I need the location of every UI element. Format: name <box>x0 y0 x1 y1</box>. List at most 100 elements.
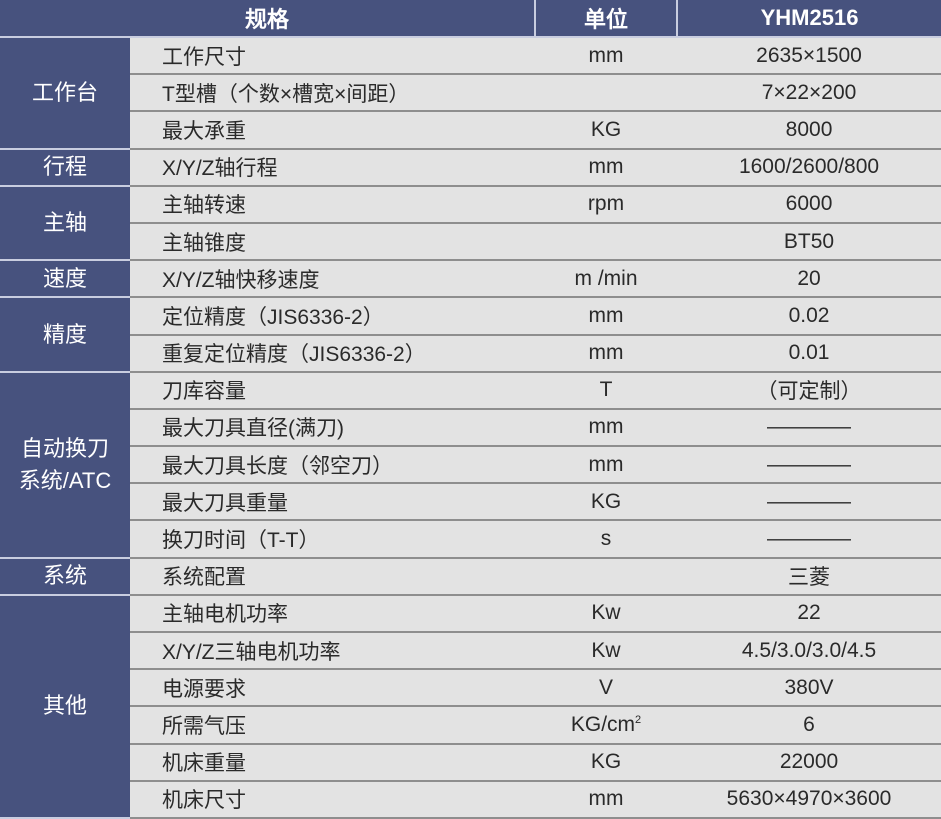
val-cell: 20 <box>677 260 941 299</box>
unit-cell: Kw <box>535 632 678 671</box>
unit-cell: mm <box>535 780 678 819</box>
spec-cell: 机床重量 <box>130 743 536 782</box>
table-row: 最大刀具重量 KG ———— <box>0 483 941 522</box>
val-cell: 7×22×200 <box>677 74 941 113</box>
val-cell: 6 <box>677 706 941 745</box>
category-cell: 主轴 <box>0 185 130 262</box>
val-text: 4.5/3.0/3.0/4.5 <box>741 638 877 662</box>
table-row: 最大承重 KG 8000 <box>0 111 941 150</box>
unit-cell: mm <box>535 446 678 485</box>
spec-cell: 最大刀具长度（邻空刀） <box>130 446 536 485</box>
unit-cell: Kw <box>535 594 678 634</box>
val-cell: ———— <box>677 520 941 559</box>
unit-text: s <box>600 527 612 551</box>
spec-cell: 机床尺寸 <box>130 780 536 819</box>
table-row: 系统 系统配置 三菱 <box>0 557 941 596</box>
spec-cell: X/Y/Z轴快移速度 <box>130 260 536 299</box>
val-text: ———— <box>767 527 852 551</box>
val-text: 22 <box>797 601 821 625</box>
spec-text: X/Y/Z三轴电机功率 <box>162 640 341 664</box>
category-cell: 速度 <box>0 260 130 299</box>
spec-text: 机床尺寸 <box>162 789 246 813</box>
spec-text: X/Y/Z轴快移速度 <box>162 268 320 292</box>
val-text: 8000 <box>785 117 833 141</box>
val-cell: 1600/2600/800 <box>677 148 941 187</box>
val-text: 1600/2600/800 <box>738 155 880 179</box>
unit-text: KG <box>590 117 622 141</box>
spec-text: 定位精度（JIS6336-2） <box>162 305 384 329</box>
unit-text: KG/cm <box>570 712 636 736</box>
spec-cell: 系统配置 <box>130 557 536 596</box>
val-cell: 4.5/3.0/3.0/4.5 <box>677 632 941 671</box>
spec-text: 刀库容量 <box>162 380 246 404</box>
spec-cell: 重复定位精度（JIS6336-2） <box>130 334 536 373</box>
val-cell: 22 <box>677 594 941 634</box>
unit-text: KG <box>590 750 622 774</box>
table-row: 工作台 工作尺寸 mm 2635×1500 <box>0 37 941 150</box>
unit-text: mm <box>588 415 624 439</box>
spec-cell: 电源要求 <box>130 669 536 708</box>
unit-cell: m /min <box>535 260 678 299</box>
spec-text: 机床重量 <box>162 752 246 776</box>
table-row: 机床尺寸 mm 5630×4970×3600 <box>0 780 941 819</box>
val-cell: （可定制） <box>677 371 941 410</box>
spec-cell: 主轴电机功率 <box>130 594 536 634</box>
unit-cell: KG <box>535 483 678 522</box>
category-cell: 精度 <box>0 297 130 373</box>
val-cell: 22000 <box>677 743 941 782</box>
unit-cell: mm <box>535 408 678 448</box>
category-cell: 自动换刀 系统/ATC <box>0 371 130 559</box>
val-cell: ———— <box>677 408 941 448</box>
val-cell: 380V <box>677 669 941 708</box>
category-cell: 行程 <box>0 148 130 187</box>
unit-cell: KG/cm2 <box>535 706 678 745</box>
spec-cell: 工作尺寸 <box>130 37 536 76</box>
spec-text: 最大刀具重量 <box>162 491 288 515</box>
spec-text: T型槽（个数×槽宽×间距） <box>162 82 410 106</box>
unit-text: m /min <box>574 266 638 290</box>
val-text: 0.01 <box>788 341 830 365</box>
spec-text: 换刀时间（T-T） <box>162 529 320 553</box>
spec-cell: 定位精度（JIS6336-2） <box>130 297 536 336</box>
unit-text: mm <box>588 303 624 327</box>
val-text: 20 <box>797 266 821 290</box>
unit-text: mm <box>588 452 624 476</box>
unit-cell: KG <box>535 111 678 150</box>
unit-cell <box>535 222 678 262</box>
superscript: 2 <box>635 713 642 726</box>
val-text: 380V <box>784 675 834 699</box>
val-text: 三菱 <box>788 566 831 590</box>
unit-cell: mm <box>535 297 678 336</box>
val-text: 7×22×200 <box>761 80 857 104</box>
unit-text: mm <box>588 341 624 365</box>
table-row: 所需气压 KG/cm2 6 <box>0 706 941 745</box>
category-cell: 工作台 <box>0 37 130 150</box>
spec-cell: 所需气压 <box>130 706 536 745</box>
unit-cell: T <box>535 371 678 410</box>
spec-cell: X/Y/Z轴行程 <box>130 148 536 187</box>
table-row: 速度 X/Y/Z轴快移速度 m /min 20 <box>0 260 941 299</box>
spec-cell: 最大承重 <box>130 111 536 150</box>
spec-cell: 刀库容量 <box>130 371 536 410</box>
unit-cell: mm <box>535 37 678 76</box>
spec-text: 电源要求 <box>162 677 246 701</box>
unit-text: V <box>599 675 614 699</box>
spec-text: 最大刀具长度（邻空刀） <box>162 454 393 478</box>
val-cell: 0.02 <box>677 297 941 336</box>
table-row: 最大刀具直径(满刀) mm ———— <box>0 408 941 448</box>
spec-text: 主轴电机功率 <box>162 603 288 627</box>
spec-text: 主轴转速 <box>162 194 246 218</box>
unit-text: KG <box>590 489 622 513</box>
spec-text: 最大刀具直径(满刀) <box>162 417 344 441</box>
unit-text: mm <box>588 43 624 67</box>
spec-cell: X/Y/Z三轴电机功率 <box>130 632 536 671</box>
spec-text: 所需气压 <box>162 714 246 738</box>
val-text: BT50 <box>783 229 835 253</box>
val-cell: 三菱 <box>677 557 941 596</box>
category-cell: 其他 <box>0 594 130 819</box>
val-text: 2635×1500 <box>756 43 862 67</box>
unit-text: mm <box>588 155 624 179</box>
table-row: X/Y/Z三轴电机功率 Kw 4.5/3.0/3.0/4.5 <box>0 632 941 671</box>
table-row: 其他 主轴电机功率 Kw 22 <box>0 594 941 819</box>
val-cell: 6000 <box>677 185 941 224</box>
